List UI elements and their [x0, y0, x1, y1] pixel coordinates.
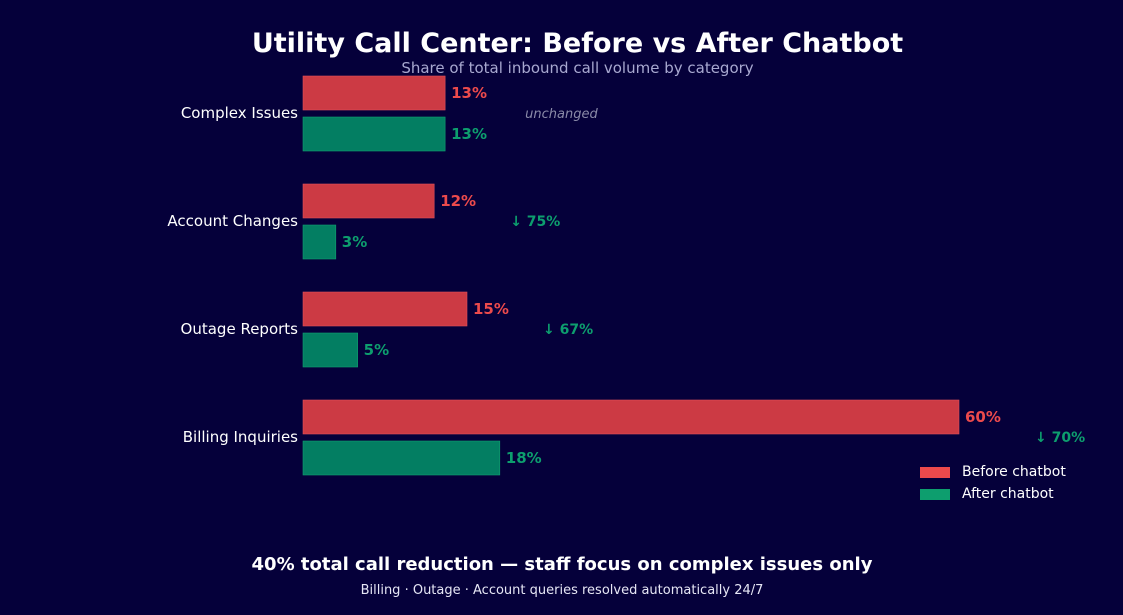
change-label-outage-reports: ↓ 67%	[543, 322, 593, 338]
category-label-billing-inquiries: Billing Inquiries	[183, 428, 298, 446]
legend-label-after: After chatbot	[962, 486, 1054, 502]
legend-item-after: After chatbot	[920, 483, 1066, 505]
bar-after-account-changes	[302, 224, 337, 260]
value-label-after-complex-issues: 13%	[451, 125, 487, 143]
bar-after-outage-reports	[302, 332, 358, 368]
change-label-account-changes: ↓ 75%	[510, 214, 560, 230]
footer-headline: 40% total call reduction — staff focus o…	[251, 554, 873, 575]
change-label-billing-inquiries: ↓ 70%	[1035, 430, 1085, 446]
legend-item-before: Before chatbot	[920, 461, 1066, 483]
footer-subline: Billing · Outage · Account queries resol…	[360, 583, 764, 598]
bar-before-outage-reports	[302, 291, 468, 327]
change-label-complex-issues: unchanged	[525, 107, 598, 122]
category-label-account-changes: Account Changes	[167, 212, 298, 230]
value-label-after-billing-inquiries: 18%	[506, 449, 542, 467]
chart-title: Utility Call Center: Before vs After Cha…	[251, 28, 904, 59]
value-label-before-account-changes: 12%	[440, 192, 476, 210]
bar-before-complex-issues	[302, 75, 446, 111]
bar-after-complex-issues	[302, 116, 446, 152]
value-label-before-complex-issues: 13%	[451, 84, 487, 102]
chart-legend: Before chatbot After chatbot	[920, 461, 1066, 505]
value-label-before-outage-reports: 15%	[473, 300, 509, 318]
legend-swatch-before	[920, 466, 950, 478]
chart-subtitle: Share of total inbound call volume by ca…	[401, 59, 754, 77]
legend-label-before: Before chatbot	[962, 464, 1066, 480]
category-label-complex-issues: Complex Issues	[181, 104, 298, 122]
bar-chart: Complex Issues 13% 13% unchanged Account Cha…	[167, 75, 1085, 476]
value-label-after-account-changes: 3%	[342, 233, 367, 251]
bar-before-billing-inquiries	[302, 399, 960, 435]
legend-swatch-after	[920, 488, 950, 500]
category-label-outage-reports: Outage Reports	[181, 320, 299, 338]
bar-after-billing-inquiries	[302, 440, 501, 476]
bar-before-account-changes	[302, 183, 435, 219]
value-label-before-billing-inquiries: 60%	[965, 408, 1001, 426]
value-label-after-outage-reports: 5%	[364, 341, 389, 359]
